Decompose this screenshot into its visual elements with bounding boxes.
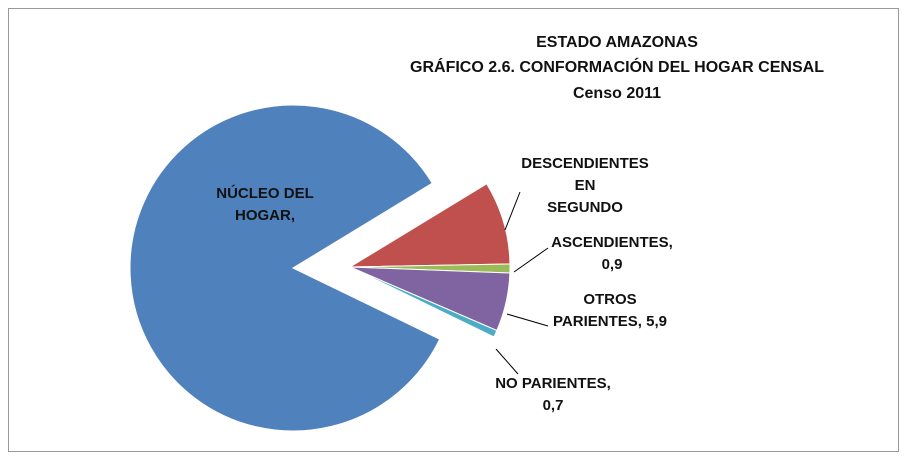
data-label-line: OTROS: [583, 291, 636, 308]
leader-line: [504, 191, 521, 231]
data-label-line: 0,7: [543, 397, 564, 414]
data-label-line: ASCENDIENTES,: [551, 234, 673, 251]
chart-caption: Censo 2011: [573, 85, 661, 102]
chart-title: ESTADO AMAZONAS: [536, 34, 698, 51]
data-label: ASCENDIENTES, 0,9: [551, 234, 673, 273]
pie-slice: [348, 183, 511, 268]
data-label: NO PARIENTES, 0,7: [495, 375, 611, 414]
data-label: DESCENDIENTES EN SEGUNDO: [521, 155, 649, 216]
leader-line: [513, 247, 549, 273]
data-label-line: PARIENTES, 5,9: [553, 313, 667, 330]
data-label-line: EN: [575, 177, 596, 194]
data-label-line: 0,9: [602, 256, 623, 273]
data-label-line: DESCENDIENTES: [521, 155, 649, 172]
data-label-line: NO PARIENTES,: [495, 375, 611, 392]
data-label-line: HOGAR,: [235, 207, 295, 224]
pie-slice: [129, 104, 441, 432]
chart-subtitle: GRÁFICO 2.6. CONFORMACIÓN DEL HOGAR CENS…: [410, 57, 824, 76]
data-label: OTROS PARIENTES, 5,9: [553, 291, 667, 330]
pie-slice: [349, 266, 498, 338]
data-label-line: NÚCLEO DEL: [216, 184, 314, 202]
data-label: NÚCLEO DEL HOGAR,: [216, 184, 314, 224]
data-label-line: SEGUNDO: [547, 199, 623, 216]
leader-line: [506, 313, 549, 327]
leader-line: [495, 348, 519, 375]
